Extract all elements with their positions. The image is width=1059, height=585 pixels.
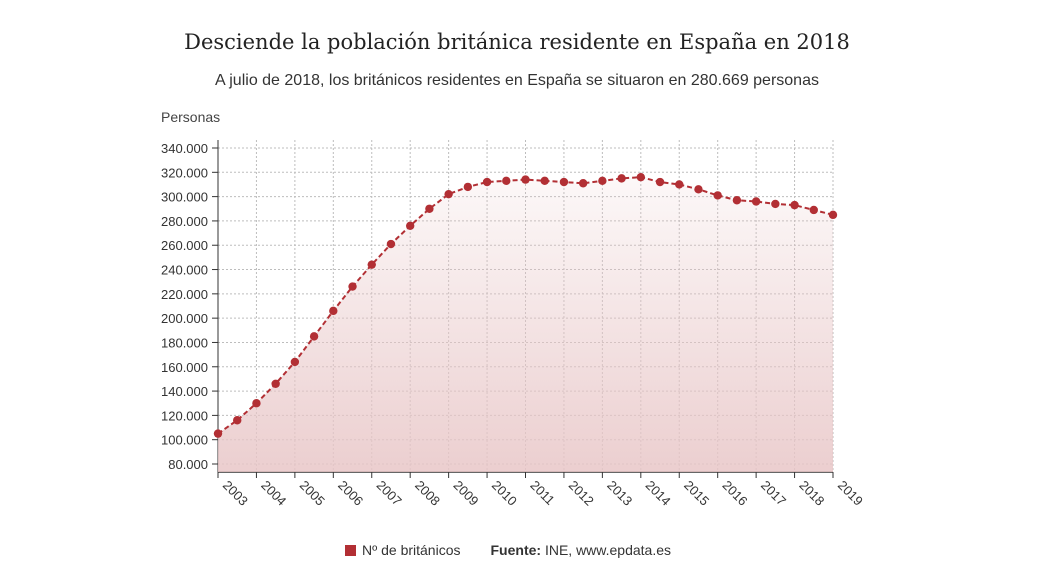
x-tick-label: 2014 [643,478,674,509]
y-tick-label: 80.000 [168,457,208,472]
data-point [559,177,569,187]
data-point [367,260,376,269]
y-tick-label: 140.000 [161,384,208,399]
data-point [405,221,415,230]
data-point [521,175,530,184]
data-point [732,196,742,205]
data-point [502,176,511,186]
data-point [713,191,722,200]
source-text: INE, www.epdata.es [541,542,672,558]
x-tick-label: 2017 [758,478,789,509]
y-tick-label: 160.000 [161,360,208,375]
data-point [675,180,684,189]
y-tick-label: 240.000 [161,263,208,278]
y-tick-label: 340.000 [161,141,208,156]
x-tick-label: 2011 [527,478,557,508]
x-tick-label: 2006 [335,478,366,509]
y-tick-label: 200.000 [161,311,208,326]
x-tick-label: 2013 [604,478,635,509]
data-point [617,174,626,183]
data-point [309,332,319,341]
data-point [636,172,646,182]
data-point [751,197,761,206]
chart-subtitle: A julio de 2018, los británicos resident… [215,72,819,89]
x-tick-label: 2005 [297,478,328,509]
y-tick-label: 260.000 [161,238,208,253]
data-point [386,239,396,249]
y-tick-label: 100.000 [161,433,208,448]
data-point [482,177,492,187]
data-point [655,177,665,187]
data-point [771,199,780,209]
x-tick-label: 2003 [220,478,251,509]
series-area [218,177,833,472]
x-tick-label: 2016 [720,478,751,509]
data-point [463,182,473,192]
x-tick-label: 2012 [566,478,597,509]
legend-series-label: Nº de británicos [362,542,461,558]
data-point [213,429,223,438]
data-point [271,379,280,388]
x-tick-label: 2007 [374,478,405,509]
source-prefix: Fuente: [490,542,542,558]
x-tick-label: 2008 [412,478,443,509]
y-axis-label: Personas [161,109,221,125]
y-tick-label: 300.000 [161,190,208,205]
data-point [540,176,549,186]
chart-title: Desciende la población británica residen… [184,30,850,54]
data-point [694,185,703,194]
x-tick-label: 2009 [451,478,482,509]
legend-swatch [345,544,356,556]
source-note: Fuente: INE, www.epdata.es [491,542,672,558]
data-point [290,357,300,367]
data-point [425,204,434,213]
legend: Nº de británicos Fuente: INE, www.epdata… [345,542,671,558]
data-point [790,200,799,210]
data-point [329,306,338,316]
data-point [233,416,242,425]
data-point [598,176,607,186]
x-tick-label: 2018 [796,478,827,509]
x-tick-label: 2019 [835,478,866,509]
y-tick-label: 180.000 [161,335,208,350]
data-point [809,205,818,215]
y-tick-label: 220.000 [161,287,208,302]
data-point [444,189,453,199]
data-point [578,179,588,188]
x-tick-label: 2004 [258,478,289,509]
y-tick-label: 120.000 [161,408,208,423]
data-point [828,210,838,220]
x-tick-label: 2015 [681,478,712,509]
y-tick-label: 320.000 [161,165,208,180]
y-tick-label: 280.000 [161,214,208,229]
data-point [252,399,261,408]
x-tick-label: 2010 [489,478,520,509]
data-point [348,282,357,291]
